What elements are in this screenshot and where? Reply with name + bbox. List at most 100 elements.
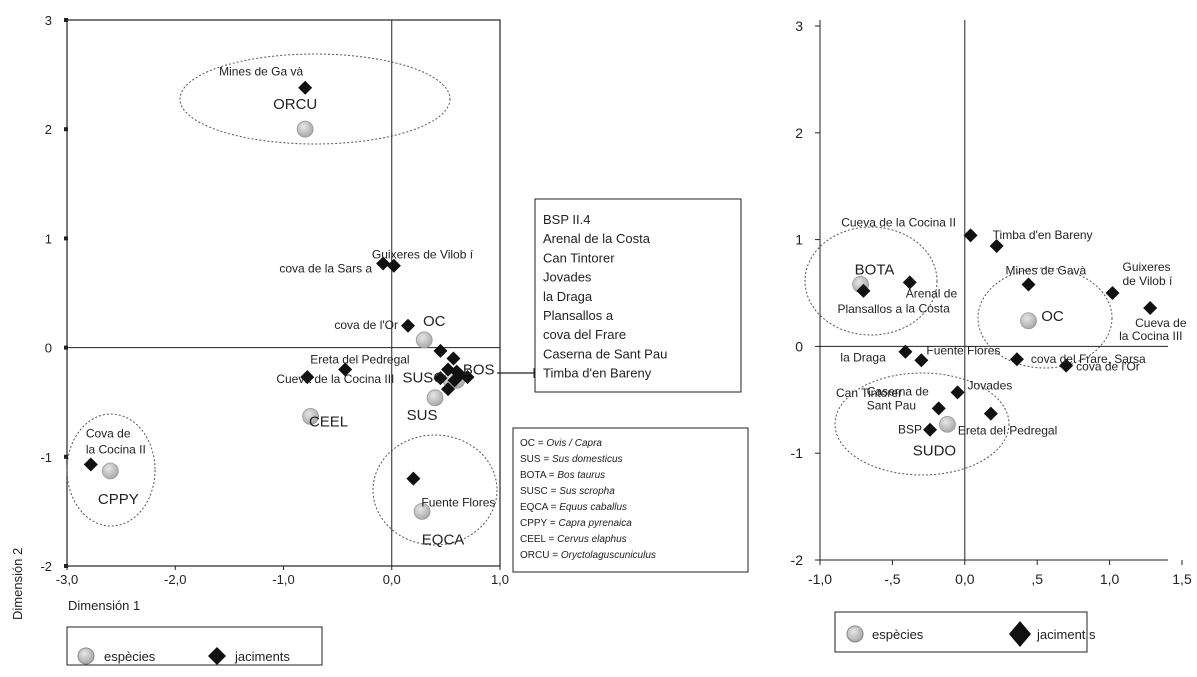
grouped-site-item: la Draga: [543, 289, 593, 304]
left-y-tick-label: 3: [45, 13, 52, 28]
site-point-la-draga-right: [898, 344, 913, 359]
ellipse-oc: [977, 267, 1113, 369]
site-point-timba-d-en-bareny-right: [989, 239, 1004, 254]
left-y-tick-label: -1: [40, 450, 52, 465]
species-point-orcu: [296, 120, 314, 138]
site-point-group-8: [433, 343, 448, 358]
species-label-sudo-right: SUDO: [913, 442, 956, 459]
left-labels: ORCU OC BOS SUSC CEEL SUS CPPY EQCA Mines de Ga …: [86, 65, 496, 549]
species-label-susc: SUSC: [402, 369, 444, 386]
site-label-mines-de-gav-right: Mines de Gavà: [1006, 263, 1087, 277]
legend-species-label-right: espècies: [872, 627, 924, 642]
left-x-tick-label: -2,0: [164, 572, 186, 587]
species-label-oc: OC: [423, 313, 446, 330]
right-y-tick-label: -1: [791, 445, 804, 461]
site-point-arenal-de-la-costa-right: [902, 275, 917, 290]
left-x-tick-label: -3,0: [56, 572, 78, 587]
site-point-plansallos-a-right: [856, 283, 871, 298]
site-label-mines-de-ga-v: Mines de Ga và: [219, 65, 303, 79]
site-label-cueva-de-la-cocina-iii: Cueva de la Cocina III: [276, 372, 394, 386]
left-cluster-ellipses: [66, 53, 498, 546]
right-y-tick-label: 3: [795, 18, 803, 34]
species-label-oc-right: OC: [1041, 308, 1064, 325]
grouped-site-item: BSP II.4: [543, 212, 590, 227]
left-y-tick-mark: [64, 564, 68, 568]
site-point-group-15: [441, 382, 456, 397]
left-x-tick-label: 0,0: [383, 572, 401, 587]
site-label-fuente-flores-right: Fuente Flores: [926, 343, 1000, 357]
right-y-tick-label: 0: [795, 338, 803, 354]
site-label-can-tintorer-right: Can Tintorer: [836, 386, 902, 400]
right-y-tick-label: 2: [795, 125, 803, 141]
site-label-ereta-del-pedregal-right: Ereta del Pedregal: [958, 424, 1057, 438]
right-legend-box: [834, 611, 1088, 653]
site-point-guixeres-de-vilob-right: [1105, 286, 1120, 300]
abbreviation-key-item: ORCU = Oryctolaguscuniculus: [520, 550, 656, 561]
abbreviation-key-item: CEEL = Cervus elaphus: [520, 534, 627, 545]
right-labels: BOTA OC SUDO Cueva de la Cocina II Timba d'e…: [836, 215, 1187, 459]
species-label-ceel: CEEL: [309, 413, 348, 430]
right-x-tick-label: 0,0: [955, 571, 975, 587]
left-x-tick-label: -1,0: [272, 572, 294, 587]
site-point-ereta-del-pedregal-right: [983, 406, 998, 421]
species-point-cppy: [101, 462, 119, 480]
legend-species-label: espècies: [104, 649, 156, 664]
left-reference-lines: [67, 20, 500, 566]
site-point-cova-del-frare-sarsa-right: [1009, 352, 1024, 367]
abbreviation-key-item: BOTA = Bos taurus: [520, 470, 605, 481]
grouped-site-item: Can Tintorer: [543, 250, 615, 265]
species-point-ceel: [302, 407, 319, 425]
species-label-bos: BOS: [463, 361, 495, 378]
abbreviation-key-list: OC = Ovis / Capra SUS = Sus domesticus BOT…: [520, 438, 656, 561]
right-x-tick-label: -1,0: [808, 571, 832, 587]
left-legend-box: [66, 626, 323, 666]
left-y-tick-label: 1: [45, 231, 52, 246]
site-point-fuente-flores-right: [914, 353, 929, 368]
left-ylabel: Dimensión 2: [10, 548, 25, 620]
abbreviation-key-box: [512, 427, 749, 573]
right-x-tick-label: ,5: [1031, 571, 1043, 587]
legend-species-marker-right: [846, 625, 864, 643]
left-y-tick-label: -2: [40, 559, 52, 574]
site-label-guixeres-de-vilob: Guixeres de Vilob í: [372, 248, 474, 262]
right-reference-lines: [819, 20, 1168, 561]
ellipse-eqca: [372, 434, 498, 546]
site-label-arenal-de-la-costa-right: Arenal de la Costa: [906, 286, 958, 315]
legend-sites-marker-right: [1009, 621, 1031, 647]
left-y-tick-label: 0: [45, 341, 52, 356]
left-y-tick-label: 2: [45, 122, 52, 137]
species-label-eqca: EQCA: [422, 531, 465, 548]
site-label-caserna-de-sant-pau-right: Caserna de Sant Pau: [867, 384, 929, 412]
site-label-cova-de-la-sars-a: cova de la Sars a: [279, 262, 372, 276]
left-y-tick-mark: [64, 345, 68, 350]
site-point-group-12: [433, 371, 448, 386]
site-point-fuente-flores: [406, 471, 421, 486]
site-label-timba-d-en-bareny-right: Timba d'en Bareny: [993, 228, 1093, 242]
species-label-cppy: CPPY: [98, 491, 139, 508]
right-points: [852, 228, 1158, 437]
species-point-oc: [415, 331, 433, 349]
site-point-caserna-de-sant-pau-right: [931, 401, 946, 416]
site-point-guixeres-de-vilob: [386, 258, 401, 273]
site-label-bsp-right: BSP: [898, 423, 922, 437]
species-point-oc: [1020, 312, 1037, 330]
ellipse-sudo: [834, 372, 1010, 476]
species-point-sus: [426, 389, 444, 407]
left-y-tick-mark: [64, 454, 68, 459]
right-y-tick-label: -2: [791, 552, 804, 568]
species-label-orcu: ORCU: [273, 96, 317, 113]
site-label-cova-de-l-or-right: cova de l'Or: [1076, 360, 1140, 374]
grouped-sites-box: [534, 198, 742, 393]
site-point-cova-de-l-or: [400, 318, 415, 333]
abbreviation-key-item: EQCA = Equus caballus: [520, 502, 627, 513]
right-y-tick-label: 1: [795, 232, 803, 248]
legend-species-marker: [77, 647, 95, 665]
site-point-mines-de-gav-right: [1021, 277, 1036, 292]
ellipse-cppy: [66, 413, 156, 527]
left-y-tick-mark: [64, 18, 68, 22]
abbreviation-key-item: OC = Ovis / Capra: [520, 438, 602, 449]
site-point-cova-de-la-sars-a: [376, 256, 391, 271]
legend-sites-label-right: jaciment s: [1036, 627, 1096, 642]
grouped-site-item: cova del Frare: [543, 327, 626, 342]
